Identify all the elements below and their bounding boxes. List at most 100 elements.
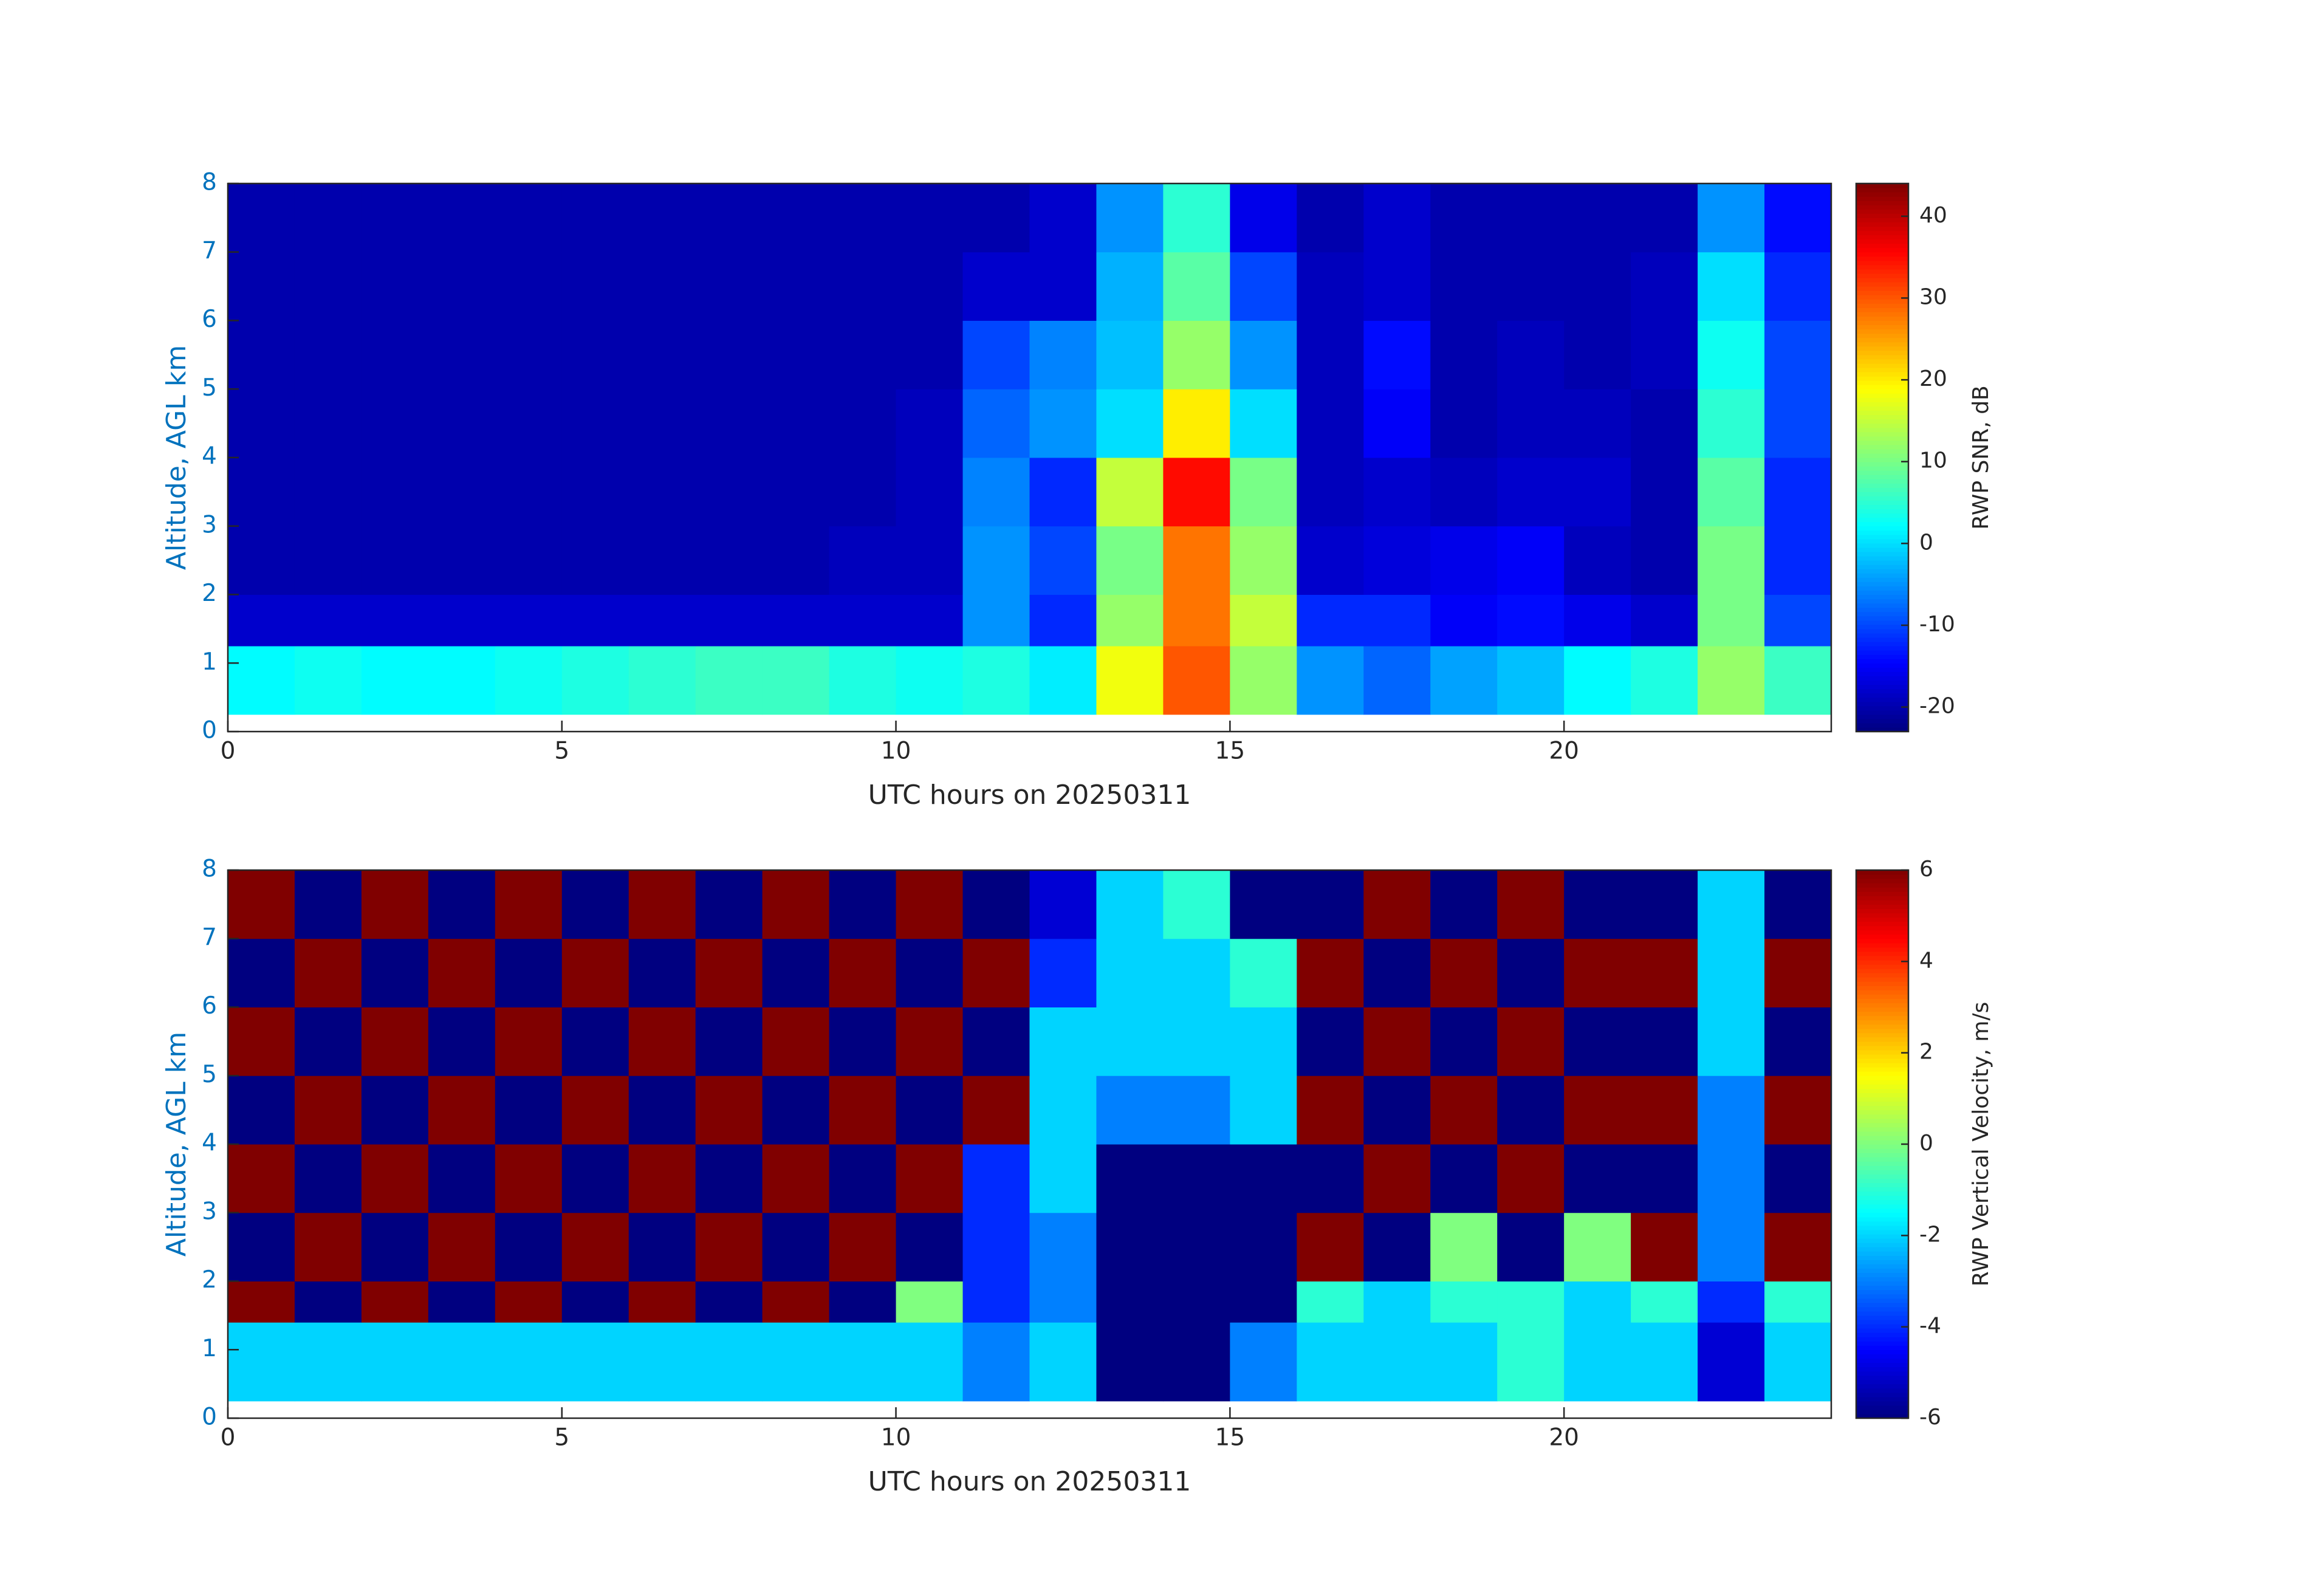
heatmap-cell [1230,389,1297,458]
heatmap-cell [762,594,830,647]
x-tick-label: 5 [554,1424,569,1452]
heatmap-cell [1163,1322,1230,1402]
heatmap-cell [495,1212,563,1281]
heatmap-cell [428,646,496,715]
colorbar-swatch [1856,710,1908,715]
colorbar-swatch [1856,684,1908,690]
heatmap-cell [428,1212,496,1281]
heatmap-cell [1230,526,1297,595]
colorbar-swatch [1856,286,1908,291]
heatmap-cell [1430,1322,1498,1402]
colorbar-swatch [1856,1333,1908,1337]
heatmap-cell [561,1007,629,1076]
colorbar-swatch [1856,959,1908,965]
heatmap-cell [1363,1144,1431,1213]
colorbar-swatch [1856,475,1908,479]
heatmap-cell [1096,526,1164,595]
heatmap-cell [228,458,295,527]
colorbar-swatch [1856,722,1908,728]
colorbar-swatch [1856,414,1908,420]
heatmap-cell [1497,1212,1565,1281]
colorbar-swatch [1856,358,1908,364]
heatmap-cell [1764,1144,1832,1213]
heatmap-cell [962,320,1030,389]
heatmap-cell [428,1075,496,1145]
y-tick-label: 7 [202,237,217,264]
heatmap-cell [695,252,763,321]
x-tick-label: 15 [1215,1424,1246,1452]
heatmap-cell [628,646,696,715]
colorbar-swatch [1856,350,1908,355]
heatmap-cell [628,252,696,321]
colorbar-swatch [1856,1195,1908,1201]
colorbar-swatch [1856,951,1908,956]
heatmap-cell [294,1075,362,1145]
y-tick-label: 1 [202,648,217,676]
colorbar-swatch [1856,560,1908,565]
colorbar-swatch [1856,705,1908,711]
heatmap-cell [1029,1281,1097,1323]
heatmap-cell [829,1212,897,1281]
heatmap-cell [1497,252,1565,321]
colorbar-swatch [1856,1007,1908,1012]
colorbar-swatch [1856,329,1908,334]
colorbar-swatch [1856,1204,1908,1209]
heatmap-cell [695,1075,763,1145]
heatmap-cell [1096,1007,1164,1076]
heatmap-cell [762,526,830,595]
heatmap-cell [1631,1075,1698,1145]
colorbar-tick-label: 4 [1919,948,1933,973]
colorbar-swatch [1856,573,1908,578]
colorbar-swatch [1856,470,1908,475]
colorbar-swatch [1856,1225,1908,1230]
colorbar-swatch [1856,688,1908,694]
heatmap-cell [495,526,563,595]
heatmap-cell [361,526,429,595]
heatmap-cell [1096,938,1164,1007]
y-tick-label: 2 [202,1266,217,1294]
heatmap-cell [1430,1212,1498,1281]
colorbar-swatch [1856,513,1908,518]
heatmap-cell [962,1075,1030,1145]
colorbar-swatch [1856,252,1908,257]
colorbar-swatch [1856,479,1908,484]
colorbar-swatch [1856,1153,1908,1158]
colorbar-swatch [1856,556,1908,561]
colorbar-swatch [1856,282,1908,287]
heatmap-cell [294,1281,362,1323]
colorbar-swatch [1856,637,1908,642]
colorbar-swatch [1856,397,1908,402]
heatmap-cell [1363,184,1431,253]
heatmap-cell [695,1322,763,1402]
heatmap-cell [1497,1281,1565,1323]
colorbar-swatch [1856,1409,1908,1415]
heatmap-cell [294,320,362,389]
heatmap-cell [1631,252,1698,321]
colorbar-swatch [1856,990,1908,995]
colorbar-swatch [1856,1049,1908,1055]
colorbar-tick-label: 0 [1919,530,1933,555]
heatmap-cell [428,389,496,458]
heatmap-cell [561,1281,629,1323]
heatmap-cell [1163,870,1230,939]
heatmap-cell [1163,389,1230,458]
colorbar-swatch [1856,295,1908,300]
colorbar-swatch [1856,205,1908,210]
colorbar-swatch [1856,427,1908,433]
colorbar-swatch [1856,1315,1908,1320]
heatmap-cell [1564,1075,1631,1145]
heatmap-cell [361,1075,429,1145]
heatmap-cell [361,320,429,389]
heatmap-cell [1297,1322,1364,1402]
heatmap-cell [495,458,563,527]
heatmap-cell [628,938,696,1007]
colorbar-swatch [1856,697,1908,702]
heatmap-cell [1430,646,1498,715]
heatmap-cell [1029,184,1097,253]
heatmap-cell [1363,646,1431,715]
heatmap-cell [1230,1144,1297,1213]
heatmap-cell [762,938,830,1007]
colorbar-swatch [1856,642,1908,647]
x-axis-label: UTC hours on 20250311 [868,1466,1191,1497]
colorbar-swatch [1856,1080,1908,1085]
